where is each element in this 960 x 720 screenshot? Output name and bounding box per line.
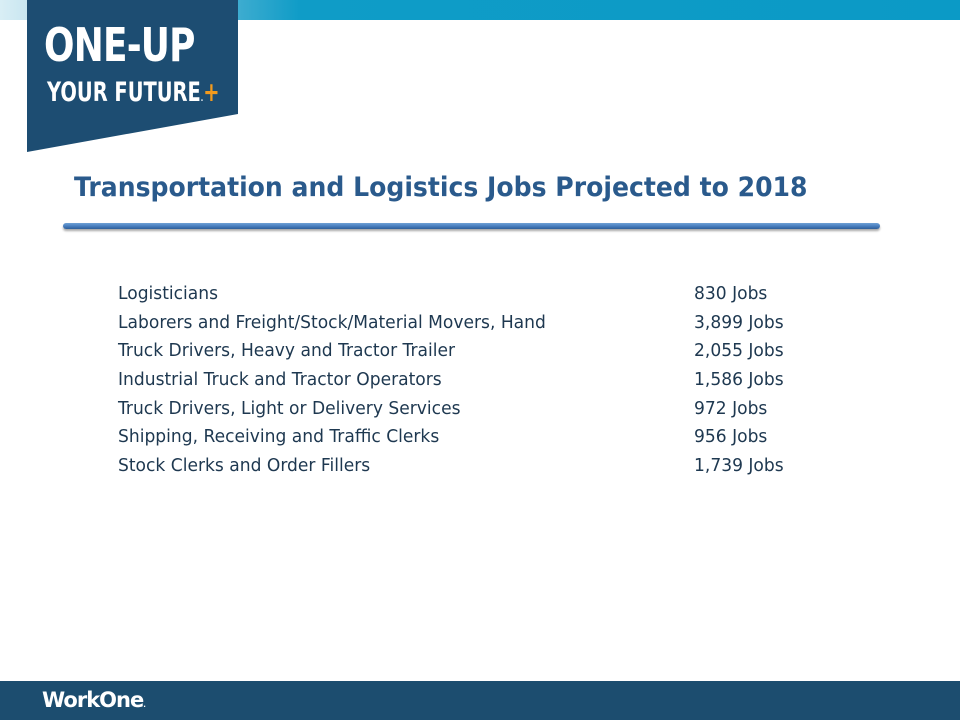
job-count: 956 Jobs xyxy=(694,426,768,448)
job-count: 972 Jobs xyxy=(694,397,768,419)
footer-logo: WorkOne. xyxy=(42,686,146,719)
job-row: Logisticians 830 Jobs xyxy=(118,280,838,309)
job-row: Laborers and Freight/Stock/Material Move… xyxy=(118,309,838,338)
brand-logo-trademark: . xyxy=(200,94,204,104)
brand-logo-line2: YOUR FUTURE.+ xyxy=(47,78,220,114)
job-count: 830 Jobs xyxy=(694,283,768,304)
job-row: Industrial Truck and Tractor Operators 1… xyxy=(118,366,838,395)
job-count: 3,899 Jobs xyxy=(694,311,784,333)
job-title: Stock Clerks and Order Fillers xyxy=(118,455,371,477)
job-title: Truck Drivers, Light or Delivery Service… xyxy=(118,397,461,419)
brand-logo-line2-text: YOUR FUTURE xyxy=(47,77,201,108)
job-row: Truck Drivers, Light or Delivery Service… xyxy=(118,395,838,424)
job-row: Shipping, Receiving and Traffic Clerks 9… xyxy=(118,423,838,452)
footer-bar xyxy=(0,681,960,720)
job-row: Truck Drivers, Heavy and Tractor Trailer… xyxy=(118,337,838,366)
title-divider xyxy=(63,223,880,229)
job-title: Truck Drivers, Heavy and Tractor Trailer xyxy=(118,340,456,362)
job-title: Laborers and Freight/Stock/Material Move… xyxy=(118,311,546,333)
top-accent-bar xyxy=(0,0,960,20)
jobs-list: Logisticians 830 Jobs Laborers and Freig… xyxy=(118,280,838,481)
job-count: 1,739 Jobs xyxy=(694,455,784,477)
job-row: Stock Clerks and Order Fillers 1,739 Job… xyxy=(118,452,838,481)
footer-logo-text: WorkOne xyxy=(42,688,144,712)
job-title: Industrial Truck and Tractor Operators xyxy=(118,369,442,391)
slide-title: Transportation and Logistics Jobs Projec… xyxy=(74,172,808,203)
job-count: 2,055 Jobs xyxy=(694,340,784,362)
job-title: Shipping, Receiving and Traffic Clerks xyxy=(118,426,440,448)
footer-logo-mark: . xyxy=(143,701,146,709)
job-title: Logisticians xyxy=(118,283,219,304)
brand-logo-plus-icon: + xyxy=(203,77,220,108)
brand-logo-line1: ONE-UP xyxy=(44,18,195,72)
job-count: 1,586 Jobs xyxy=(694,369,784,391)
